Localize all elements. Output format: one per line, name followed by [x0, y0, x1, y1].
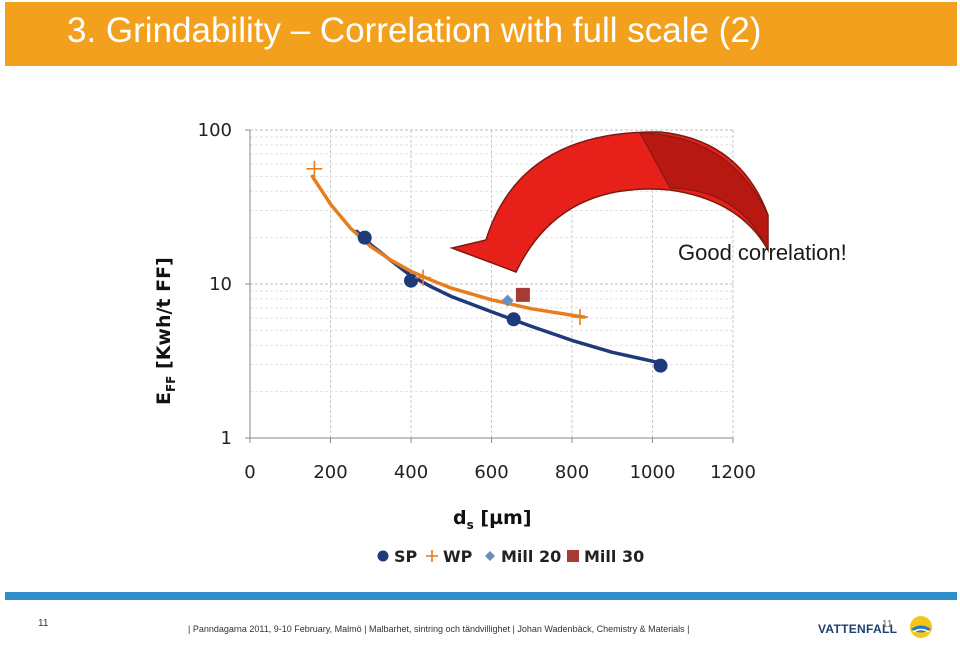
footer-bar: [5, 592, 957, 600]
point-mill-30: [515, 287, 530, 302]
legend-label-mill-20: Mill 20: [501, 547, 561, 566]
y-tick-label: 10: [209, 274, 232, 295]
point-sp: [404, 273, 418, 288]
point-sp: [506, 312, 521, 327]
sun-icon: [910, 616, 932, 638]
legend: SP WP Mill 20 Mill 30: [377, 547, 644, 566]
x-axis-label: ds [µm]: [453, 507, 532, 532]
legend-marker-sp: [377, 550, 389, 562]
legend-marker-mill-30: [567, 550, 579, 562]
legend-label-mill-30: Mill 30: [584, 547, 644, 566]
fit-curves: [310, 174, 665, 366]
x-tick-label: 600: [474, 462, 508, 483]
point-mill-20: [501, 294, 514, 307]
y-tick-label: 100: [198, 120, 232, 141]
y-tick-label: 1: [221, 428, 232, 449]
footer-text: | Panndagarna 2011, 9-10 February, Malmö…: [188, 624, 690, 634]
legend-marker-mill-20: [485, 551, 495, 561]
legend-marker-wp: [426, 550, 438, 562]
x-tick-label: 1200: [710, 462, 756, 483]
title-bar: 3. Grindability – Correlation with full …: [5, 2, 957, 66]
legend-label-wp: WP: [443, 547, 473, 566]
chart: 0 200 400 600 800 1000 1200 1 10 100 EFF [Kwh/t F…: [153, 120, 769, 566]
curved-arrow: [449, 131, 769, 273]
point-wp: [415, 269, 432, 286]
point-wp: [572, 309, 589, 326]
x-tick-label: 1000: [630, 462, 676, 483]
vattenfall-logo: VATTENFALL 11: [818, 612, 938, 642]
x-tick-label: 800: [555, 462, 589, 483]
point-sp: [653, 358, 668, 373]
logo-text: VATTENFALL: [818, 622, 898, 636]
x-tick-label: 0: [244, 462, 255, 483]
point-sp: [357, 230, 372, 245]
legend-label-sp: SP: [394, 547, 418, 566]
point-wp: [306, 160, 323, 177]
y-axis-label: EFF [Kwh/t FF]: [153, 257, 178, 405]
chart-axes: 0 200 400 600 800 1000 1200 1 10 100: [198, 120, 756, 483]
good-correlation-annotation: Good correlation!: [678, 240, 847, 265]
x-tick-label: 400: [394, 462, 428, 483]
x-tick-label: 200: [313, 462, 347, 483]
slide-title: 3. Grindability – Correlation with full …: [67, 11, 762, 50]
slide-number: 11: [38, 618, 49, 629]
data-points: [306, 160, 668, 373]
logo-page-number: 11: [882, 619, 893, 630]
